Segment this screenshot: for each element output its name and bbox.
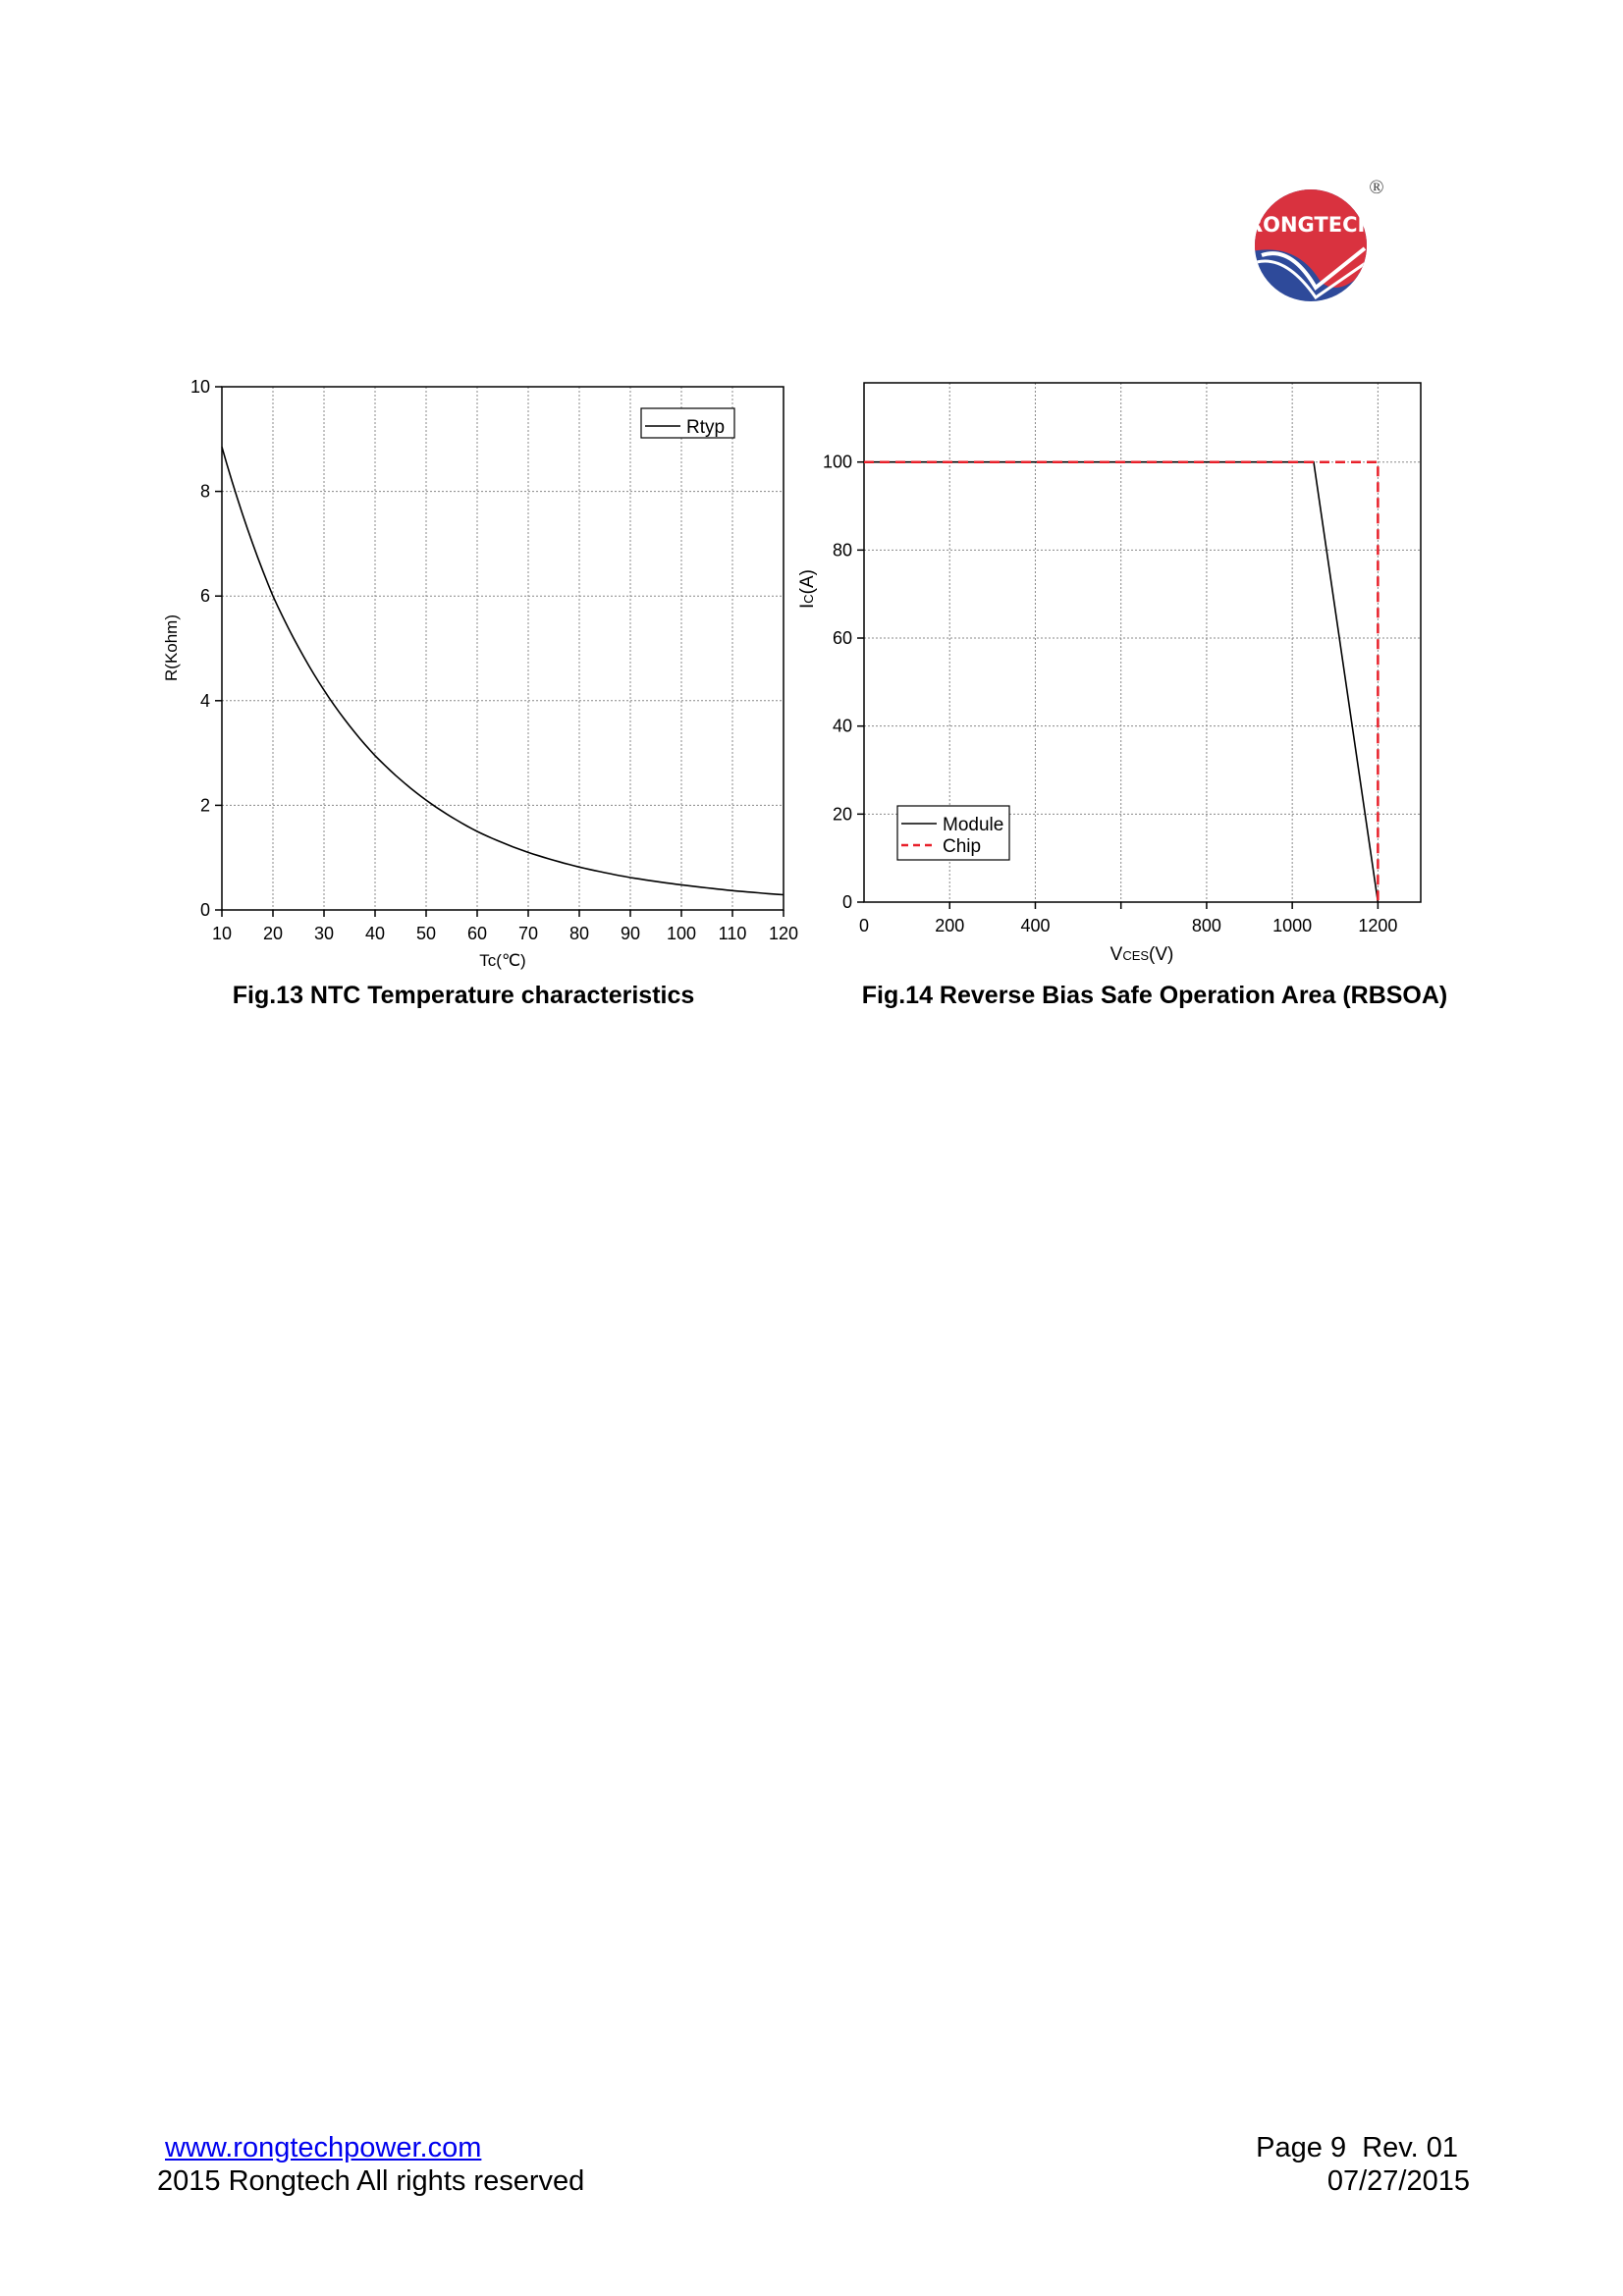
website-link[interactable]: www.rongtechpower.com [165, 2132, 482, 2163]
legend-box [896, 805, 1010, 861]
page-revision: Page 9 Rev. 01 [1256, 2132, 1458, 2163]
registered-mark: ® [1369, 177, 1383, 198]
y-axis-label-part: (A) [797, 569, 818, 594]
y-tick-label: 6 [200, 586, 210, 606]
y-tick-label: 0 [200, 900, 210, 920]
x-tick-label: 110 [719, 924, 747, 943]
x-axis-label: VCES(V) [1110, 944, 1174, 965]
rongtech-logo: RONGTECH ® [1247, 177, 1384, 301]
rbsoa-chart: 0 200 400 800 1000 1200 0 20 40 60 80 100 ModuleChip… [797, 382, 1422, 965]
y-axis-label: R(Kohm) [162, 614, 181, 681]
x-tick-label: 100 [667, 924, 696, 943]
x-axis-label-part: CES [1122, 948, 1149, 963]
y-tick-label: 0 [842, 892, 852, 912]
x-tick-label: 30 [314, 924, 334, 943]
x-tick-label: 200 [935, 916, 964, 935]
x-axis-label-part: V [1110, 944, 1123, 965]
x-tick-label: 800 [1192, 916, 1221, 935]
series-line-rtyp [221, 447, 784, 896]
x-tick-label: 80 [569, 924, 589, 943]
plot-frame [221, 386, 784, 911]
ntc-chart: 10 20 30 40 50 60 70 80 90 100 110 120 0 2 4 6 8 10 Rtyp R(… [162, 377, 798, 970]
y-tick-label: 10 [190, 377, 210, 397]
x-tick-label: 1000 [1272, 916, 1312, 935]
plot-frame [863, 382, 1422, 903]
y-axis-label-part: I [797, 604, 818, 609]
copyright: 2015 Rongtech All rights reserved [157, 2165, 585, 2197]
y-tick-label: 40 [833, 717, 852, 736]
y-axis-label: IC(A) [797, 569, 818, 609]
y-tick-label: 4 [200, 691, 210, 711]
logo-text: RONGTECH [1247, 213, 1375, 237]
x-axis-label: Tc(℃) [479, 951, 525, 970]
x-tick-label: 60 [467, 924, 487, 943]
x-tick-label: 70 [518, 924, 538, 943]
x-axis-label-part: (V) [1149, 944, 1173, 965]
legend-label: Chip [943, 836, 981, 857]
document-date: 07/27/2015 [1326, 2165, 1470, 2197]
y-tick-label: 2 [200, 795, 210, 815]
y-tick-label: 80 [833, 540, 852, 560]
y-tick-label: 8 [200, 482, 210, 502]
x-tick-label: 1200 [1358, 916, 1397, 935]
figure-14-caption: Fig.14 Reverse Bias Safe Operation Area … [861, 982, 1448, 1009]
y-axis-label-part: C [801, 594, 816, 603]
legend-label: Rtyp [686, 417, 725, 438]
x-tick-label: 50 [416, 924, 436, 943]
figure-13-caption: Fig.13 NTC Temperature characteristics [232, 982, 695, 1009]
x-tick-label: 400 [1020, 916, 1050, 935]
x-tick-label: 20 [263, 924, 283, 943]
y-tick-label: 60 [833, 628, 852, 648]
legend-label: Module [943, 815, 1003, 835]
x-tick-label: 0 [859, 916, 869, 935]
x-tick-label: 40 [365, 924, 385, 943]
x-tick-label: 10 [212, 924, 232, 943]
x-tick-label: 90 [621, 924, 640, 943]
x-tick-label: 120 [769, 924, 798, 943]
legend-box [640, 407, 735, 439]
y-tick-label: 20 [833, 804, 852, 824]
y-tick-label: 100 [823, 453, 852, 472]
series-line-chip [864, 460, 1380, 902]
